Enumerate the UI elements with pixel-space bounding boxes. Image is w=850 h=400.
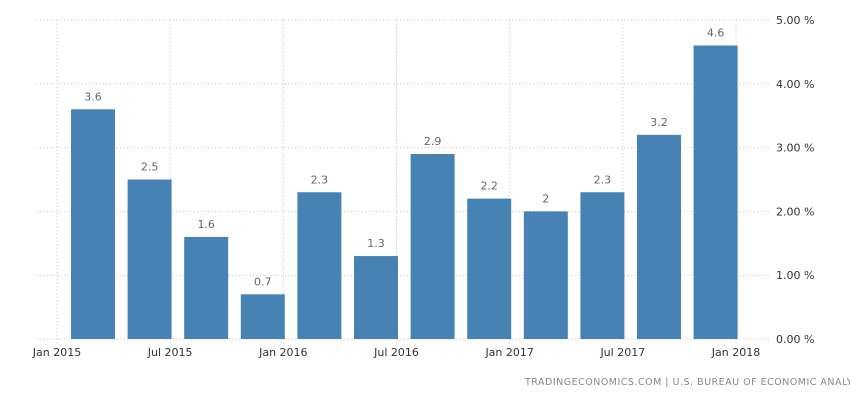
data-label: 0.7 — [254, 275, 272, 288]
data-label: 2.3 — [311, 173, 329, 186]
data-label: 2.9 — [424, 135, 442, 148]
y-tick-label: 5.00 % — [776, 14, 814, 27]
x-tick-label: Jan 2015 — [32, 346, 81, 359]
data-label: 3.6 — [84, 90, 102, 103]
x-tick-label: Jul 2015 — [147, 346, 193, 359]
bar — [580, 192, 625, 339]
y-tick-label: 0.00 % — [776, 333, 814, 346]
source-caption: TRADINGECONOMICS.COM | U.S. BUREAU OF EC… — [525, 377, 850, 388]
bar — [297, 192, 342, 339]
data-label: 2.5 — [141, 161, 159, 174]
y-tick-label: 2.00 % — [776, 205, 814, 218]
data-label: 4.6 — [707, 27, 725, 40]
bar — [71, 109, 115, 339]
bar — [637, 134, 681, 339]
x-tick-label: Jan 2018 — [711, 346, 760, 359]
data-label: 2 — [542, 192, 549, 205]
y-tick-label: 4.00 % — [776, 78, 814, 91]
x-tick-label: Jan 2017 — [484, 346, 533, 359]
bar — [240, 294, 285, 339]
bar — [467, 198, 512, 339]
bar — [127, 179, 172, 339]
bar — [354, 256, 398, 339]
x-tick-label: Jul 2016 — [373, 346, 419, 359]
y-tick-label: 1.00 % — [776, 269, 814, 282]
y-tick-label: 3.00 % — [776, 142, 814, 155]
data-label: 2.2 — [480, 180, 498, 193]
bar — [693, 45, 738, 340]
bar — [184, 236, 229, 339]
data-label: 1.3 — [367, 237, 385, 250]
data-label: 2.3 — [594, 173, 612, 186]
x-tick-label: Jul 2017 — [599, 346, 645, 359]
bar — [410, 153, 455, 339]
x-tick-label: Jan 2016 — [258, 346, 307, 359]
data-label: 1.6 — [197, 218, 215, 231]
data-label: 3.2 — [650, 116, 668, 129]
bar — [523, 211, 568, 339]
